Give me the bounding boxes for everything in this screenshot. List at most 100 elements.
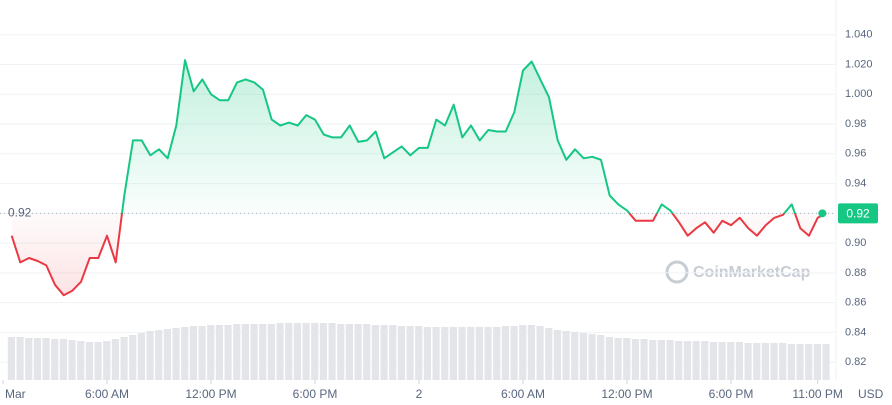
volume-bar bbox=[415, 326, 423, 380]
volume-bar bbox=[397, 326, 405, 380]
volume-bar bbox=[267, 324, 275, 380]
volume-bar bbox=[588, 334, 596, 380]
volume-bar bbox=[380, 325, 388, 380]
volume-bar bbox=[59, 339, 67, 380]
volume-bar bbox=[562, 331, 570, 380]
volume-bar bbox=[146, 331, 154, 380]
y-tick-label: 1.040 bbox=[845, 29, 873, 41]
volume-bar bbox=[631, 339, 639, 380]
y-tick-label: 0.90 bbox=[845, 237, 866, 249]
volume-bar bbox=[501, 326, 509, 380]
volume-bar bbox=[449, 327, 457, 380]
price-line bbox=[10, 59, 827, 297]
volume-bar bbox=[536, 326, 544, 380]
y-tick-label: 0.96 bbox=[845, 148, 866, 160]
volume-bar bbox=[129, 335, 137, 380]
volume-bar bbox=[787, 344, 795, 380]
volume-bar bbox=[319, 323, 327, 380]
x-tick-label: Mar bbox=[5, 387, 26, 401]
volume-bar bbox=[813, 344, 821, 380]
x-tick-label: 2 bbox=[416, 387, 423, 401]
price-box-label: 0.92 bbox=[846, 207, 870, 221]
volume-bar bbox=[484, 327, 492, 380]
volume-bar bbox=[371, 325, 379, 380]
y-tick-label: 0.98 bbox=[845, 118, 866, 130]
volume-bar bbox=[224, 325, 232, 380]
volume-bar bbox=[579, 333, 587, 380]
volume-bar bbox=[25, 338, 33, 380]
volume-bar bbox=[68, 340, 76, 380]
volume-bar bbox=[33, 338, 41, 380]
volume-bar bbox=[770, 343, 778, 380]
volume-bar bbox=[735, 342, 743, 380]
volume-bar bbox=[363, 324, 371, 380]
y-tick-label: 0.84 bbox=[845, 326, 866, 338]
volume-bar bbox=[614, 338, 622, 380]
volume-bar bbox=[510, 326, 518, 380]
volume-bar bbox=[120, 337, 128, 380]
volume-bar bbox=[753, 343, 761, 380]
volume-bar bbox=[666, 340, 674, 380]
volume-bar bbox=[805, 344, 813, 380]
volume-bar bbox=[822, 344, 830, 380]
y-tick-label: 1.000 bbox=[845, 88, 873, 100]
volume-bar bbox=[553, 330, 561, 380]
volume-bar bbox=[389, 325, 397, 380]
volume-bar bbox=[493, 327, 501, 380]
volume-bar bbox=[189, 326, 197, 380]
volume-bar bbox=[475, 327, 483, 380]
volume-bar bbox=[727, 342, 735, 380]
x-tick-label: 6:00 PM bbox=[293, 387, 338, 401]
y-tick-label: 0.86 bbox=[845, 297, 866, 309]
volume-bar bbox=[597, 335, 605, 380]
volume-bar bbox=[163, 329, 171, 380]
volume-bar bbox=[432, 327, 440, 380]
volume-bar bbox=[103, 341, 111, 380]
volume-bar bbox=[207, 325, 215, 380]
volume-bar bbox=[623, 338, 631, 380]
volume-bar bbox=[545, 328, 553, 380]
volume-bar bbox=[796, 344, 804, 380]
volume-bar bbox=[181, 327, 189, 380]
volume-bar bbox=[605, 337, 613, 380]
volume-bar bbox=[467, 327, 475, 380]
volume-bar bbox=[16, 337, 24, 380]
volume-bar bbox=[198, 326, 206, 380]
volume-bar bbox=[779, 343, 787, 380]
volume-bar bbox=[259, 324, 267, 380]
volume-bar bbox=[640, 339, 648, 380]
volume-bar bbox=[441, 327, 449, 380]
volume-bar bbox=[155, 330, 163, 380]
volume-bar bbox=[111, 339, 119, 380]
y-tick-label: 0.82 bbox=[845, 356, 866, 368]
watermark: CoinMarketCap bbox=[665, 260, 811, 284]
volume-bar bbox=[328, 323, 336, 380]
x-tick-label: 6:00 PM bbox=[709, 387, 754, 401]
volume-bar bbox=[94, 342, 102, 380]
price-area bbox=[11, 60, 827, 296]
volume-bar bbox=[137, 333, 145, 380]
volume-bar bbox=[337, 324, 345, 380]
x-tick-label: 12:00 PM bbox=[601, 387, 652, 401]
volume-bar bbox=[718, 342, 726, 380]
volume-bar bbox=[519, 325, 527, 380]
volume-bar bbox=[709, 342, 717, 380]
y-tick-label: 0.94 bbox=[845, 177, 866, 189]
x-tick-label: 6:00 AM bbox=[85, 387, 129, 401]
volume-bar bbox=[311, 323, 319, 380]
volume-bar bbox=[406, 326, 414, 380]
volume-bar bbox=[7, 337, 15, 380]
volume-bar bbox=[761, 343, 769, 380]
price-box bbox=[838, 203, 878, 224]
volume-bar bbox=[302, 323, 310, 380]
volume-bar bbox=[571, 332, 579, 380]
volume-bar bbox=[692, 341, 700, 380]
volume-bar bbox=[233, 324, 241, 380]
x-tick-label: 11:00 PM bbox=[792, 387, 842, 401]
volume-bar bbox=[423, 327, 431, 380]
last-point bbox=[818, 209, 827, 218]
volume-bar bbox=[701, 341, 709, 380]
volume-bar bbox=[675, 341, 683, 380]
x-tick-label: 6:00 AM bbox=[501, 387, 545, 401]
